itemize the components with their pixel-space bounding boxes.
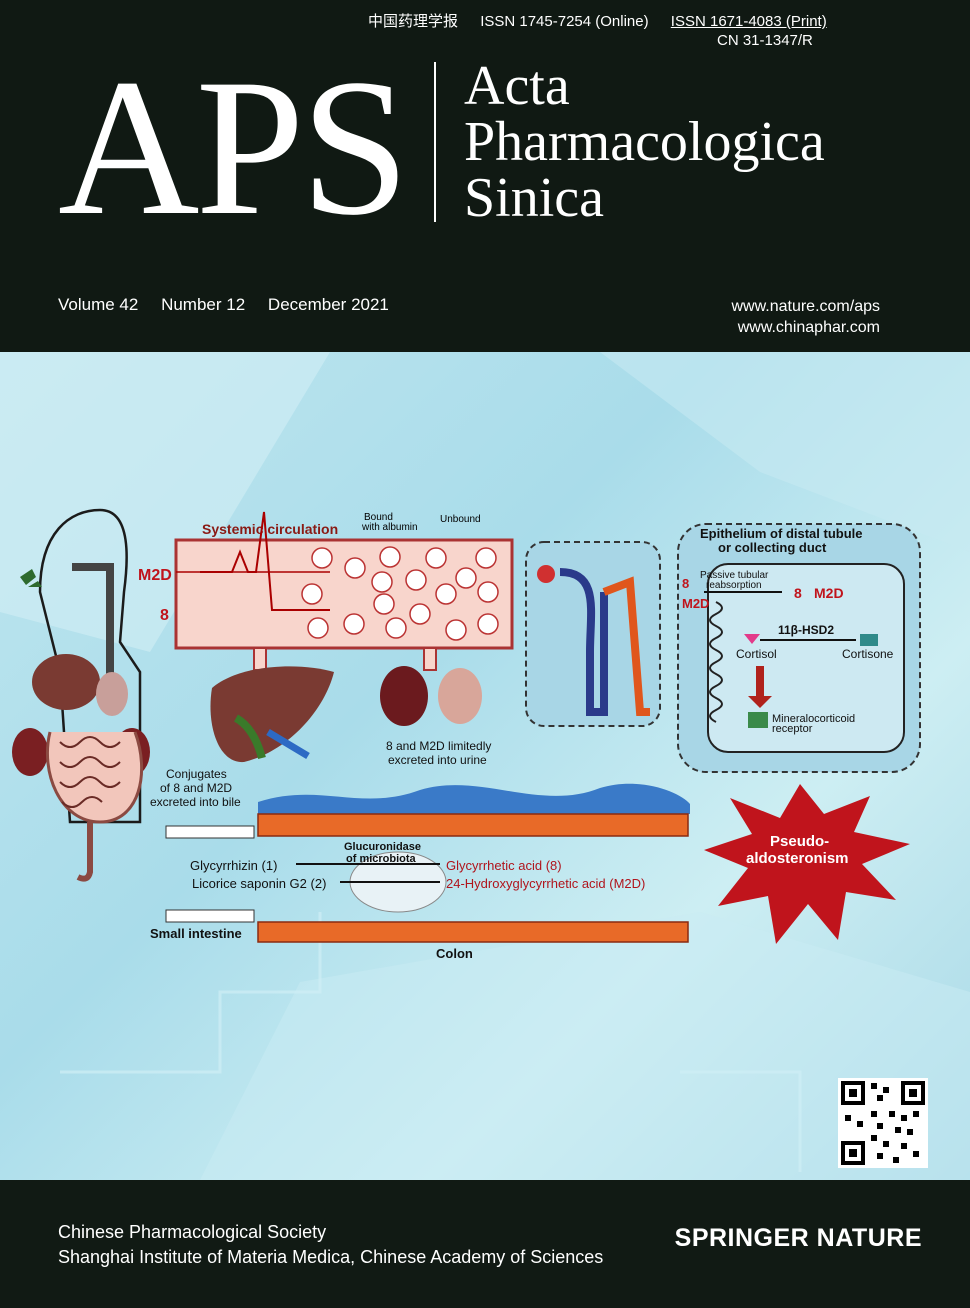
hydroxy-acid-label: 24-Hydroxyglycyrrhetic acid (M2D) (446, 876, 645, 891)
epithelium-panel: Epithelium of distal tubule or collectin… (677, 523, 921, 773)
glycyrrhizin-label: Glycyrrhizin (1) (190, 858, 277, 873)
bile-label-1: Conjugates (166, 767, 227, 781)
hsd-label: 11β-HSD2 (778, 623, 834, 637)
journal-logo: APS (58, 39, 410, 256)
mineralocorticoid-label-2: receptor (772, 723, 813, 735)
pseudo-aldosteronism-burst: Pseudo- aldosteronism (704, 784, 910, 944)
issue-number: Number 12 (161, 295, 246, 314)
cortisol-label: Cortisol (736, 647, 777, 661)
epithelium-label-1: Epithelium of distal tubule (700, 526, 863, 541)
glucuronidase-label-2: of microbiota (346, 853, 417, 865)
passive-reabsorption-label-2: reabsorption (706, 580, 762, 591)
pseudo-label-2: aldosteronism (746, 850, 849, 867)
issn-print: ISSN 1671-4083 (Print) (670, 13, 827, 30)
cover-illustration: Systemic circulation M2D 8 Bound with al… (0, 352, 970, 1180)
compound-8-label: 8 (160, 607, 169, 624)
glucuronidase-label-1: Glucuronidase (344, 841, 421, 853)
liver-icon (210, 666, 334, 763)
society-line1: Chinese Pharmacological Society (58, 1222, 327, 1242)
small-intestine-label: Small intestine (150, 926, 242, 941)
inhibitor-8: 8 (794, 585, 802, 601)
cover-header: 中国药理学报 ISSN 1745-7254 (Online) ISSN 1671… (0, 0, 970, 352)
unbound-label: Unbound (440, 514, 481, 525)
volume: Volume 42 (58, 295, 139, 314)
cortisone-label: Cortisone (842, 647, 894, 661)
passive-reabsorption-label-1: Passive tubular (700, 570, 769, 581)
urine-label-2: excreted into urine (388, 753, 487, 767)
kidney-cross-section-icon (438, 668, 482, 724)
panel-compound-8: 8 (682, 576, 689, 591)
epithelium-label-2: or collecting duct (718, 540, 827, 555)
inhibitor-m2d: M2D (814, 585, 844, 601)
society-line2: Shanghai Institute of Materia Medica, Ch… (58, 1247, 604, 1267)
url-chinaphar[interactable]: www.chinaphar.com (737, 319, 880, 336)
systemic-circulation-label: Systemic circulation (202, 521, 338, 537)
cover-footer: Chinese Pharmacological Society Shanghai… (0, 1180, 970, 1308)
society-info: Chinese Pharmacological Society Shanghai… (58, 1220, 603, 1270)
bound-albumin-label-1: Bound (364, 512, 393, 523)
colon-label: Colon (436, 946, 473, 961)
glycyrrhetic-acid-label: Glycyrrhetic acid (8) (446, 858, 562, 873)
human-figure-icon (12, 508, 150, 882)
panel-m2d: M2D (682, 596, 709, 611)
mineralocorticoid-label-1: Mineralocorticoid (772, 713, 855, 725)
issue-info: Volume 42 Number 12 December 2021 (58, 295, 407, 315)
bile-label-2: of 8 and M2D (160, 781, 232, 795)
journal-name-line1: Acta (464, 55, 570, 117)
bile-label-3: excreted into bile (150, 795, 241, 809)
journal-urls: www.nature.com/aps www.chinaphar.com (731, 296, 880, 338)
bound-albumin-label-2: with albumin (361, 522, 418, 533)
pseudo-label-1: Pseudo- (770, 833, 829, 850)
licorice-saponin-label: Licorice saponin G2 (2) (192, 876, 326, 891)
cn-number: CN 31-1347/R (717, 32, 813, 49)
title-divider (434, 62, 436, 222)
journal-name: Acta Pharmacologica Sinica (464, 58, 825, 226)
qr-code-icon (841, 1081, 925, 1165)
journal-name-line3: Sinica (464, 167, 604, 229)
issue-date: December 2021 (267, 295, 389, 314)
url-nature[interactable]: www.nature.com/aps (731, 298, 880, 315)
journal-name-line2: Pharmacologica (464, 111, 825, 173)
m2d-label: M2D (138, 567, 172, 584)
qr-code[interactable] (838, 1078, 928, 1168)
publisher-logo: SPRINGER NATURE (674, 1224, 922, 1252)
issn-line: 中国药理学报 ISSN 1745-7254 (Online) ISSN 1671… (368, 10, 845, 31)
chinese-title: 中国药理学报 (368, 13, 459, 30)
kidney-left-icon (380, 666, 428, 726)
pharmacokinetics-diagram: Systemic circulation M2D 8 Bound with al… (0, 352, 970, 1180)
issn-online: ISSN 1745-7254 (Online) (480, 13, 649, 30)
intestine-diagram: Glucuronidase of microbiota Glycyrrhizin… (150, 783, 690, 961)
urine-label-1: 8 and M2D limitedly (386, 739, 491, 753)
systemic-circulation-block: Systemic circulation M2D 8 Bound with al… (138, 511, 514, 671)
